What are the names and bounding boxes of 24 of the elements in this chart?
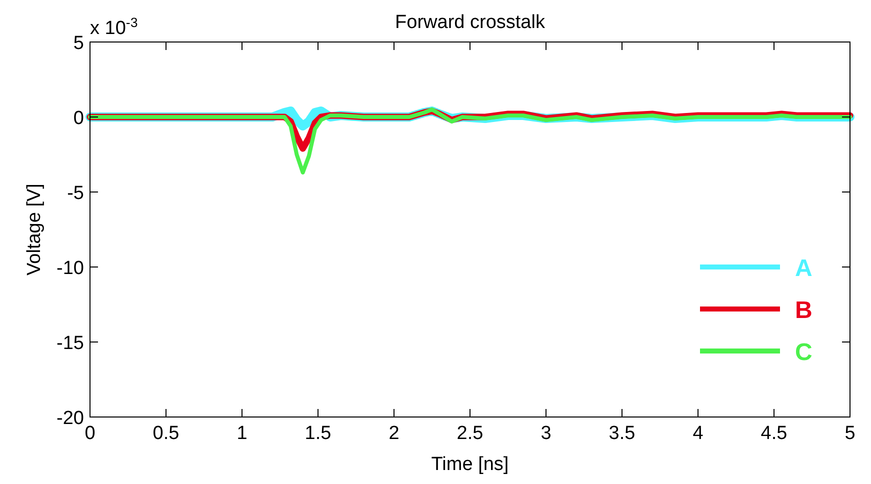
x-tick-label: 2	[388, 423, 400, 444]
y-tick-label: 5	[73, 33, 84, 54]
y-tick-label: 0	[73, 108, 84, 129]
x-tick-label: 0.5	[152, 423, 180, 444]
y-tick-label: -15	[56, 333, 84, 354]
chart-title: Forward crosstalk	[395, 12, 546, 33]
y-tick-label: -10	[56, 258, 84, 279]
x-tick-label: 3	[540, 423, 552, 444]
x-tick-label: 5	[844, 423, 856, 444]
x-tick-label: 3.5	[608, 423, 636, 444]
legend-label: A	[795, 255, 812, 282]
x-tick-label: 1.5	[304, 423, 332, 444]
legend-label: B	[795, 297, 812, 324]
x-tick-label: 1	[236, 423, 248, 444]
x-axis-title: Time [ns]	[431, 454, 509, 475]
text: x 10$^{-3}$	[90, 14, 138, 39]
x-tick-label: 2.5	[456, 423, 484, 444]
line-series	[88, 108, 852, 174]
x-tick-label: 4	[692, 423, 704, 444]
y-axis-title: Voltage [V]	[24, 184, 45, 276]
x-tick-label: 4.5	[760, 423, 788, 444]
y-tick-label: -20	[56, 408, 84, 429]
legend-label: C	[795, 339, 812, 366]
y-tick-label: -5	[67, 183, 84, 204]
